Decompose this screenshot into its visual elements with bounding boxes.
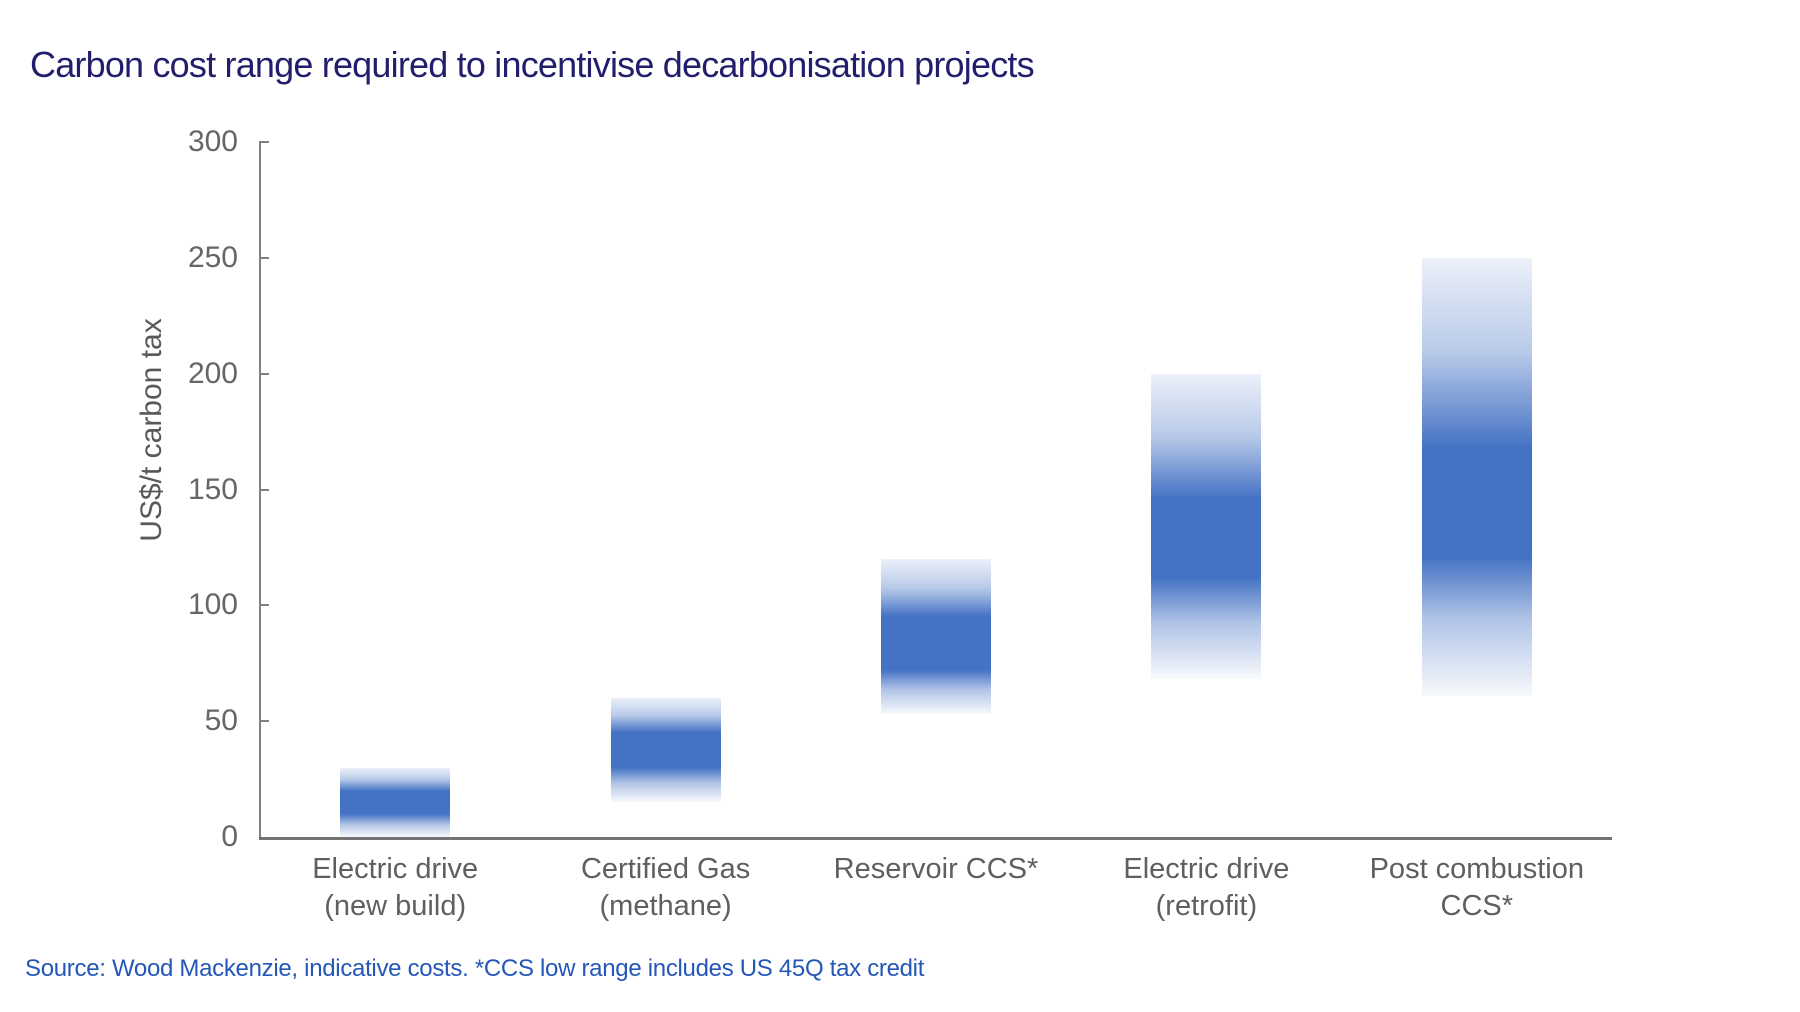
range-bar (610, 698, 721, 803)
source-note: Source: Wood Mackenzie, indicative costs… (25, 955, 925, 982)
y-axis-title: US$/t carbon tax (135, 318, 168, 542)
y-tick-mark (260, 604, 269, 607)
category-label: Certified Gas (methane) (580, 853, 751, 922)
y-tick-mark (260, 141, 269, 143)
range-bar (340, 767, 451, 837)
range-bar (1421, 257, 1532, 696)
y-tick-mark (260, 720, 269, 723)
range-bar (1151, 373, 1262, 680)
range-bar (881, 559, 991, 715)
y-tick-mark (260, 256, 269, 259)
category-label: Electric drive (new build) (312, 853, 479, 922)
category-label: Reservoir CCS* (833, 853, 1039, 885)
y-tick-label: 200 (187, 356, 238, 390)
y-tick-mark (260, 372, 269, 375)
y-tick-label: 300 (187, 125, 238, 158)
y-axis-line (259, 141, 261, 838)
y-tick-mark (260, 488, 269, 491)
y-tick-label: 0 (221, 820, 238, 853)
y-tick-label: 250 (187, 240, 238, 274)
y-tick-label: 150 (187, 472, 238, 506)
category-label: Electric drive (retrofit) (1123, 853, 1290, 922)
y-tick-label: 50 (204, 704, 238, 738)
chart-title: Carbon cost range required to incentivis… (30, 44, 1035, 85)
category-label: Post combustion CCS* (1369, 853, 1584, 922)
x-axis-line (259, 837, 1612, 840)
y-tick-label: 100 (187, 588, 238, 622)
